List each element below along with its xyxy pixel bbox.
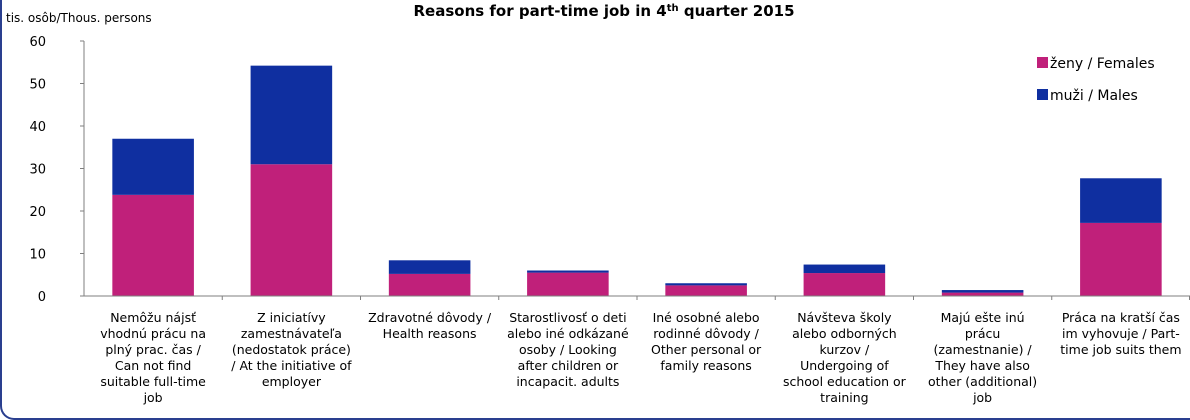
chart-title: Reasons for part-time job in 4th quarter… [413,2,794,20]
y-tick-label: 50 [29,78,46,93]
x-tick-label: Práca na kratší čas im vyhovuje / Part-ti… [1060,310,1181,357]
x-tick-label: Nemôžu nájsť vhodnú prácu na plný prac. ča… [100,310,206,405]
bar-segment-females [250,164,333,296]
bar-segment-females [941,292,1024,296]
x-tick-label: Majú ešte inú prácu (zamestnanie) / They ha… [928,310,1037,405]
bar-segment-females [665,285,747,297]
bar-segment-females [1080,222,1162,296]
y-axis-label: tis. osôb/Thous. persons [6,11,152,25]
x-tick-label: Starostlivosť o deti alebo iné odkázané os… [507,310,629,389]
legend-swatch-males [1037,89,1048,100]
x-tick-label: Návšteva školy alebo odborných kurzov / Und… [783,310,907,405]
bar-segment-males [112,138,194,195]
y-tick-label: 60 [29,35,46,50]
y-tick-label: 0 [38,290,46,305]
x-tick-label: Zdravotné dôvody / Health reasons [368,310,492,341]
bar-segment-females [112,194,194,296]
legend-label-females: ženy / Females [1050,56,1155,72]
legend-swatch-females [1037,57,1048,68]
bar-segment-females [527,272,609,297]
y-tick-label: 20 [29,205,46,220]
y-tick-label: 40 [29,120,46,135]
x-tick-label: Iné osobné alebo rodinné dôvody / Other pe… [651,310,762,373]
bar-segment-males [250,65,333,165]
bar-segment-females [803,273,886,296]
bar-segment-males [527,270,609,273]
legend-label-males: muži / Males [1050,88,1138,104]
bar-segment-males [665,283,747,286]
bar-segment-males [803,264,886,274]
bar-segment-males [1080,178,1162,223]
y-tick-label: 30 [29,163,46,178]
y-tick-label: 10 [29,248,46,263]
bar-segment-females [388,273,471,296]
x-tick-label: Z iniciatívy zamestnávateľa (nedostatok pr… [231,310,352,389]
bar-segment-males [941,290,1024,293]
bar-segment-males [388,260,471,274]
